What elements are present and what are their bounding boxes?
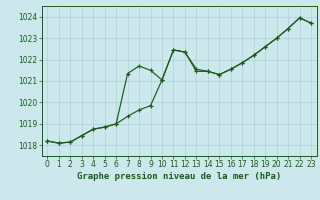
X-axis label: Graphe pression niveau de la mer (hPa): Graphe pression niveau de la mer (hPa)	[77, 172, 281, 181]
